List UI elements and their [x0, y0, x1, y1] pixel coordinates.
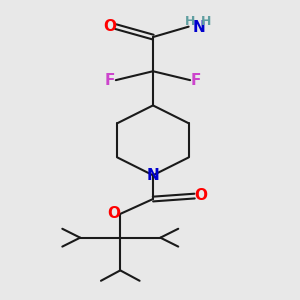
Text: O: O	[107, 206, 120, 221]
Text: H: H	[185, 15, 195, 28]
Text: O: O	[103, 19, 116, 34]
Text: N: N	[193, 20, 206, 35]
Text: O: O	[195, 188, 208, 203]
Text: F: F	[191, 73, 201, 88]
Text: N: N	[147, 168, 159, 183]
Text: H: H	[201, 15, 211, 28]
Text: F: F	[105, 73, 115, 88]
